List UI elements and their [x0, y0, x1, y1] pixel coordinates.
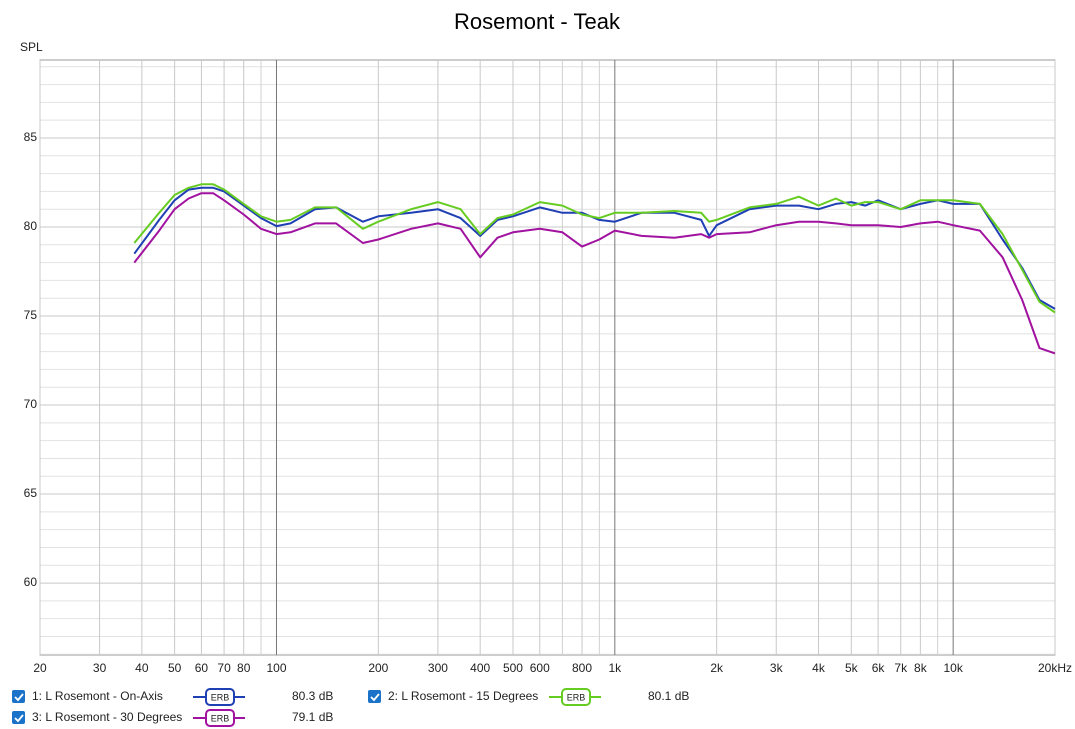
grid: [39, 60, 1056, 655]
x-tick-label: 20: [33, 661, 47, 675]
chart-title: Rosemont - Teak: [454, 9, 621, 34]
x-tick-label: 500: [503, 661, 523, 675]
checkbox-box: [12, 690, 25, 703]
smoothing-badge: [205, 688, 235, 706]
x-tick-label: 1k: [608, 661, 622, 675]
checkbox-box: [368, 690, 381, 703]
x-tick-label: 80: [237, 661, 251, 675]
x-tick-label: 6k: [872, 661, 886, 675]
x-tick-label: 5k: [845, 661, 859, 675]
x-tick-label: 7k: [894, 661, 908, 675]
smoothing-label: ERB: [211, 713, 230, 723]
smoothing-badge: [205, 709, 235, 727]
x-tick-label: 8k: [914, 661, 928, 675]
x-tick-label: 200: [368, 661, 388, 675]
series-line: [133, 183, 1056, 314]
x-tick-label: 20kHz: [1038, 661, 1072, 675]
y-tick-label: 75: [24, 308, 38, 322]
y-tick-label: 60: [24, 575, 38, 589]
checkbox-box: [12, 711, 25, 724]
checkbox-check: [14, 714, 24, 723]
series-line: [133, 192, 1056, 355]
legend-entry: ERB 80.3 dB: [12, 688, 333, 706]
x-tick-label: 2k: [710, 661, 724, 675]
x-tick-label: 400: [470, 661, 490, 675]
y-axis-label: SPL: [20, 40, 43, 54]
x-tick-label: 4k: [812, 661, 826, 675]
smoothing-label: ERB: [211, 692, 230, 702]
legend-entry: ERB 80.1 dB: [368, 688, 689, 706]
x-tick-label: 70: [217, 661, 231, 675]
smoothing-badge: [561, 688, 591, 706]
x-tick-label: 50: [168, 661, 182, 675]
x-tick-label: 10k: [943, 661, 963, 675]
x-tick-label: 100: [266, 661, 286, 675]
legend-label: 3: L Rosemont - 30 Degrees: [32, 710, 182, 724]
x-tick-label: 800: [572, 661, 592, 675]
level-label: 80.3 dB: [292, 689, 333, 703]
smoothing-label: ERB: [567, 692, 586, 702]
series-checkbox[interactable]: [12, 711, 25, 724]
legend-label: 2: L Rosemont - 15 Degrees: [388, 689, 538, 703]
x-tick-label: 3k: [770, 661, 784, 675]
legend-label: 1: L Rosemont - On-Axis: [32, 689, 163, 703]
x-tick-label: 300: [428, 661, 448, 675]
x-tick-label: 600: [530, 661, 550, 675]
x-tick-label: 60: [195, 661, 209, 675]
x-tick-label: 40: [135, 661, 149, 675]
level-label: 79.1 dB: [292, 710, 333, 724]
checkbox-check: [370, 693, 380, 702]
y-tick-label: 70: [24, 397, 38, 411]
plot-frame: [39, 59, 1056, 656]
checkbox-check: [14, 693, 24, 702]
x-tick-label: 30: [93, 661, 107, 675]
y-tick-label: 85: [24, 130, 38, 144]
level-label: 80.1 dB: [648, 689, 689, 703]
series-checkbox[interactable]: [12, 690, 25, 703]
legend-entry: ERB 79.1 dB: [12, 709, 333, 727]
y-tick-label: 80: [24, 219, 38, 233]
series-checkbox[interactable]: [368, 690, 381, 703]
y-tick-label: 65: [24, 486, 38, 500]
